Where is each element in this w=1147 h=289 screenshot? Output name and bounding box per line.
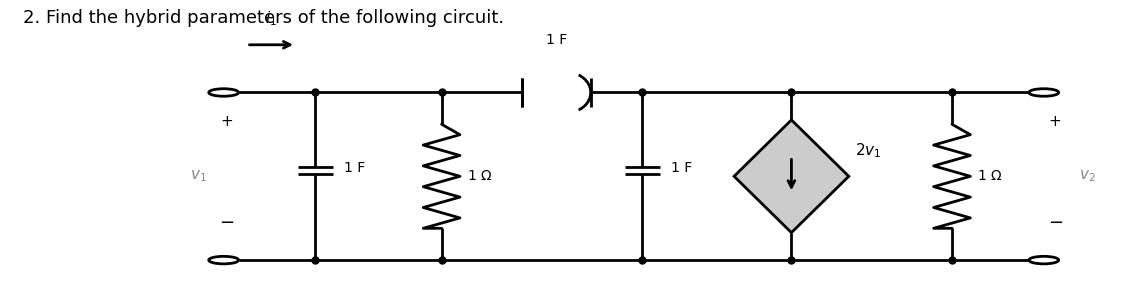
Text: $v_2$: $v_2$ bbox=[1079, 168, 1095, 184]
Text: −: − bbox=[219, 214, 235, 231]
Polygon shape bbox=[734, 120, 849, 233]
Text: 1 F: 1 F bbox=[344, 161, 366, 175]
Text: $i_1$: $i_1$ bbox=[265, 10, 278, 28]
Text: 1 $\Omega$: 1 $\Omega$ bbox=[977, 169, 1002, 183]
Text: $v_1$: $v_1$ bbox=[190, 168, 206, 184]
Text: 1 $\Omega$: 1 $\Omega$ bbox=[467, 169, 492, 183]
Text: −: − bbox=[1047, 214, 1063, 231]
Text: $2v_1$: $2v_1$ bbox=[855, 142, 881, 160]
Text: +: + bbox=[220, 114, 234, 129]
Text: 1 F: 1 F bbox=[671, 161, 693, 175]
Text: 1 F: 1 F bbox=[546, 34, 567, 47]
Text: 2. Find the hybrid parameters of the following circuit.: 2. Find the hybrid parameters of the fol… bbox=[23, 9, 504, 27]
Text: +: + bbox=[1048, 114, 1062, 129]
